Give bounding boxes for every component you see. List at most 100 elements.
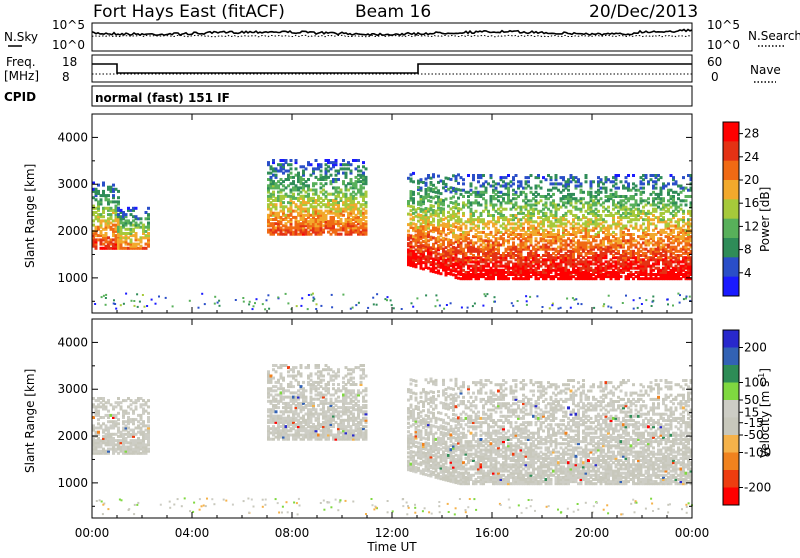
power-echo-cell — [550, 176, 553, 179]
power-noise-cell — [249, 301, 251, 303]
power-noise-cell — [315, 308, 317, 310]
power-noise-cell — [485, 295, 487, 297]
power-echo-cell — [357, 165, 360, 168]
power-noise-cell — [391, 304, 393, 306]
power-echo-cell — [315, 189, 318, 192]
power-echo-cell — [272, 159, 275, 162]
power-echo-cell — [605, 187, 608, 190]
power-echo-cell — [525, 193, 528, 196]
nsearch-label: N.Search — [748, 29, 800, 43]
power-echo-cell — [437, 175, 440, 178]
power-echo-cell — [477, 180, 480, 183]
power-noise-cell — [486, 293, 488, 295]
power-noise-cell — [581, 303, 583, 305]
power-echo-cell — [512, 182, 515, 185]
power-echo-cell — [365, 191, 368, 194]
power-echo-cell — [102, 215, 105, 218]
power-echo-cell — [440, 272, 443, 275]
power-echo-cell — [412, 172, 415, 175]
noise-tick-top-left: 10^5 — [52, 18, 85, 32]
power-echo-cell — [350, 178, 353, 181]
power-noise-cell — [570, 307, 572, 309]
power-echo-cell — [590, 191, 593, 194]
power-echo-cell — [480, 235, 483, 238]
power-echo-cell — [585, 180, 588, 183]
power-colorbar-tick-label: 8 — [744, 243, 752, 257]
power-noise-cell — [526, 300, 528, 302]
power-echo-cell — [597, 210, 600, 213]
power-noise-cell — [474, 303, 476, 305]
power-echo-cell — [642, 222, 645, 225]
power-echo-cell — [660, 176, 663, 179]
power-noise-cell — [637, 307, 639, 309]
power-echo-cell — [435, 187, 438, 190]
power-noise-cell — [679, 302, 681, 304]
power-noise-cell — [685, 298, 687, 300]
power-noise-cell — [105, 294, 107, 296]
velocity-echo-cell — [107, 399, 110, 402]
power-echo-cell — [320, 170, 323, 173]
noise-tick-top-right: 10^5 — [707, 18, 740, 32]
power-noise-cell — [633, 308, 635, 310]
velocity-echo-cell — [105, 405, 108, 408]
power-echo-cell — [642, 182, 645, 185]
power-echo-cell — [412, 180, 415, 183]
power-echo-cell — [412, 191, 415, 194]
power-echo-cell — [615, 182, 618, 185]
power-echo-cell — [642, 191, 645, 194]
power-echo-cell — [107, 194, 110, 197]
power-echo-cell — [357, 159, 360, 162]
power-echo-cell — [452, 210, 455, 213]
power-echo-cell — [475, 210, 478, 213]
power-echo-cell — [272, 191, 275, 194]
power-echo-cell — [412, 206, 415, 209]
noise-tick-bottom-right: 10^0 — [707, 38, 740, 52]
power-noise-cell — [536, 295, 538, 297]
power-echo-cell — [305, 167, 308, 170]
power-echo-cell — [112, 184, 115, 187]
power-noise-cell — [425, 294, 427, 296]
power-noise-cell — [645, 299, 647, 301]
power-noise-cell — [358, 302, 360, 304]
power-echo-cell — [445, 183, 448, 186]
power-echo-cell — [340, 189, 343, 192]
power-noise-cell — [113, 303, 115, 305]
power-echo-cell — [97, 190, 100, 193]
power-colorbar-swatch — [723, 238, 739, 258]
velocity-echo-cell — [147, 412, 150, 415]
velocity-echo-cell — [117, 427, 120, 430]
power-echo-cell — [562, 176, 565, 179]
power-noise-cell — [146, 305, 148, 307]
power-echo-cell — [515, 191, 518, 194]
freq-trace — [92, 64, 692, 73]
power-echo-cell — [457, 197, 460, 200]
power-colorbar-tick-label: 28 — [744, 127, 759, 141]
power-echo-cell — [100, 198, 103, 201]
power-colorbar-swatch — [723, 199, 739, 219]
power-noise-cell — [641, 303, 643, 305]
velocity-echo-cell — [107, 410, 110, 413]
power-echo-cell — [342, 180, 345, 183]
power-echo-cell — [430, 200, 433, 203]
power-noise-cell — [264, 308, 266, 310]
power-noise-cell — [115, 308, 117, 310]
power-echo-cell — [572, 193, 575, 196]
power-ylabel: Slant Range [km] — [23, 164, 37, 268]
power-echo-cell — [600, 214, 603, 217]
power-echo-cell — [507, 277, 510, 280]
power-echo-cell — [437, 269, 440, 272]
power-echo-cell — [135, 232, 138, 235]
power-noise-cell — [277, 297, 279, 299]
power-echo-cell — [620, 180, 623, 183]
power-noise-cell — [436, 299, 438, 301]
power-echo-cell — [552, 229, 555, 232]
power-noise-cell — [517, 300, 519, 302]
power-echo-cell — [350, 163, 353, 166]
power-echo-cell — [545, 178, 548, 181]
noise-tick-bottom-left: 10^0 — [52, 38, 85, 52]
velocity-echo-cell — [147, 416, 150, 419]
power-noise-cell — [198, 307, 200, 309]
power-noise-cell — [461, 307, 463, 309]
power-echo-cell — [427, 193, 430, 196]
power-echo-cell — [432, 224, 435, 227]
